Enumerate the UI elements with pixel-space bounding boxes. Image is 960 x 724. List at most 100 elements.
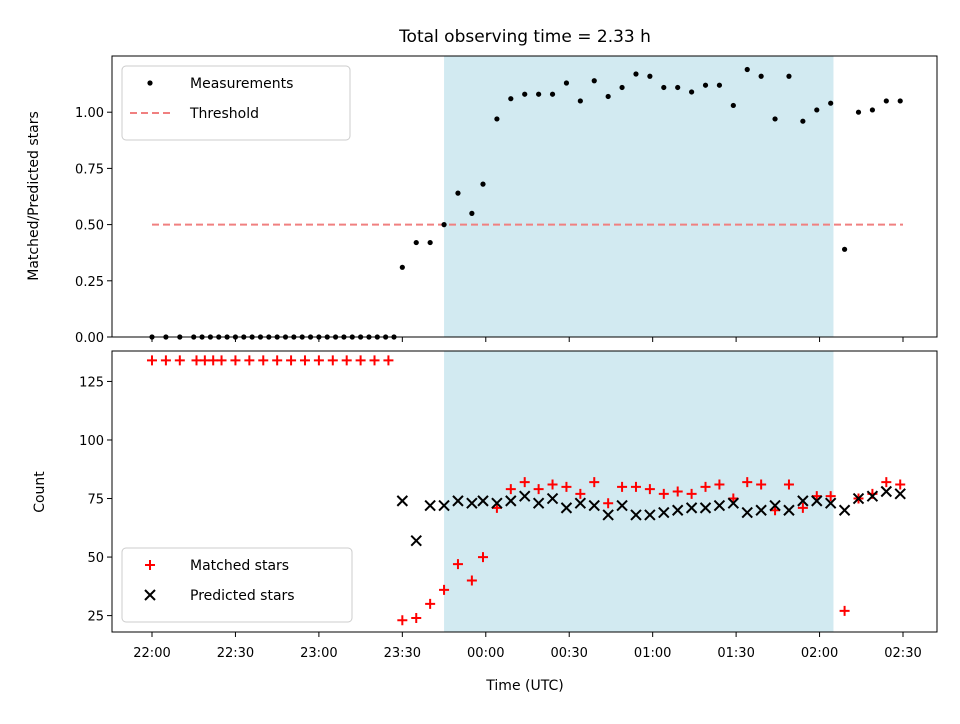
data-point bbox=[439, 584, 450, 595]
legend: Measurements Threshold bbox=[121, 65, 351, 141]
data-point bbox=[897, 98, 903, 104]
series-predicted-stars bbox=[396, 485, 906, 547]
data-point bbox=[577, 98, 583, 104]
series-matched-stars bbox=[147, 355, 906, 626]
data-point bbox=[589, 477, 600, 488]
data-point bbox=[519, 477, 530, 488]
data-point bbox=[786, 73, 792, 79]
top-panel: 0.00 0.25 0.50 0.75 1.00 Measurements Threshol… bbox=[75, 55, 938, 346]
data-point bbox=[355, 355, 366, 366]
data-point bbox=[452, 559, 463, 570]
data-point bbox=[494, 116, 500, 122]
data-point bbox=[841, 246, 848, 252]
data-point bbox=[797, 502, 808, 513]
data-point bbox=[272, 355, 283, 366]
data-point bbox=[617, 481, 628, 492]
data-point bbox=[536, 91, 542, 97]
data-point bbox=[549, 91, 556, 97]
data-point bbox=[561, 481, 572, 492]
data-point bbox=[397, 615, 408, 626]
data-point bbox=[477, 552, 488, 563]
observing-window-shade bbox=[444, 351, 834, 632]
data-point bbox=[410, 534, 422, 547]
data-point bbox=[742, 477, 753, 488]
data-point bbox=[814, 107, 820, 113]
legend-label: Measurements bbox=[190, 76, 293, 92]
data-point bbox=[671, 504, 684, 516]
legend-marker bbox=[144, 589, 156, 601]
data-point bbox=[825, 491, 836, 502]
data-point bbox=[824, 497, 837, 509]
legend: Matched stars Predicted stars bbox=[121, 547, 353, 623]
data-point bbox=[689, 89, 695, 95]
bottom-panel: 25 50 75 100 125 22:00 22:30 23:00 23:30 00:00 00:… bbox=[79, 350, 938, 661]
data-point bbox=[866, 490, 879, 502]
data-point bbox=[881, 477, 892, 488]
data-point bbox=[800, 118, 806, 124]
data-point bbox=[616, 499, 628, 512]
data-point bbox=[647, 73, 653, 79]
data-point bbox=[522, 91, 528, 97]
data-point bbox=[505, 495, 517, 507]
data-point bbox=[575, 488, 586, 499]
top-y-axis-title: Matched/Predicted stars bbox=[26, 111, 42, 281]
y-tick-label: 75 bbox=[87, 493, 104, 508]
data-point bbox=[369, 355, 380, 366]
y-tick-label: 25 bbox=[87, 610, 104, 625]
data-point bbox=[602, 509, 614, 521]
data-point bbox=[869, 107, 876, 113]
data-point bbox=[730, 102, 736, 109]
data-point bbox=[700, 481, 711, 492]
data-point bbox=[244, 355, 255, 366]
data-point bbox=[491, 497, 503, 509]
data-point bbox=[466, 575, 477, 586]
data-point bbox=[560, 502, 573, 514]
data-point bbox=[327, 355, 338, 366]
x-tick-label: 02:30 bbox=[884, 646, 921, 661]
x-tick-label: 01:00 bbox=[634, 646, 671, 661]
data-point bbox=[424, 499, 436, 512]
data-point bbox=[744, 66, 750, 73]
data-point bbox=[547, 479, 558, 490]
legend-label: Predicted stars bbox=[190, 588, 295, 604]
data-point bbox=[299, 355, 310, 366]
data-point bbox=[574, 497, 587, 509]
data-point bbox=[644, 509, 656, 521]
data-point bbox=[563, 80, 570, 86]
data-point bbox=[533, 484, 544, 495]
y-tick-label: 50 bbox=[87, 551, 104, 566]
legend-marker bbox=[147, 80, 153, 86]
y-tick-label: 0.50 bbox=[75, 219, 104, 234]
data-point bbox=[772, 116, 778, 122]
data-point bbox=[286, 355, 297, 366]
x-tick-label: 01:30 bbox=[717, 646, 754, 661]
x-tick-label: 23:00 bbox=[300, 646, 337, 661]
data-point bbox=[895, 479, 906, 490]
data-point bbox=[811, 495, 823, 507]
y-tick-label: 0.00 bbox=[75, 331, 104, 346]
data-point bbox=[756, 479, 767, 490]
bottom-y-axis-title: Count bbox=[32, 471, 48, 513]
data-point bbox=[699, 502, 712, 514]
data-point bbox=[191, 355, 202, 366]
data-point bbox=[855, 109, 862, 115]
y-tick-label: 0.75 bbox=[75, 162, 104, 177]
data-point bbox=[883, 98, 889, 104]
data-point bbox=[783, 479, 794, 490]
data-point bbox=[755, 504, 767, 516]
data-point bbox=[658, 506, 670, 519]
data-point bbox=[505, 484, 516, 495]
legend-label: Matched stars bbox=[190, 558, 289, 574]
data-point bbox=[838, 504, 851, 516]
data-point bbox=[852, 492, 865, 505]
data-point bbox=[413, 239, 419, 246]
plot-frame bbox=[111, 55, 938, 338]
x-tick-label: 22:00 bbox=[133, 646, 170, 661]
data-point bbox=[160, 355, 171, 366]
data-point bbox=[828, 100, 834, 106]
data-point bbox=[685, 502, 698, 514]
data-point bbox=[880, 485, 893, 498]
legend-label: Threshold bbox=[189, 106, 259, 122]
data-point bbox=[466, 497, 478, 509]
data-point bbox=[714, 479, 725, 490]
